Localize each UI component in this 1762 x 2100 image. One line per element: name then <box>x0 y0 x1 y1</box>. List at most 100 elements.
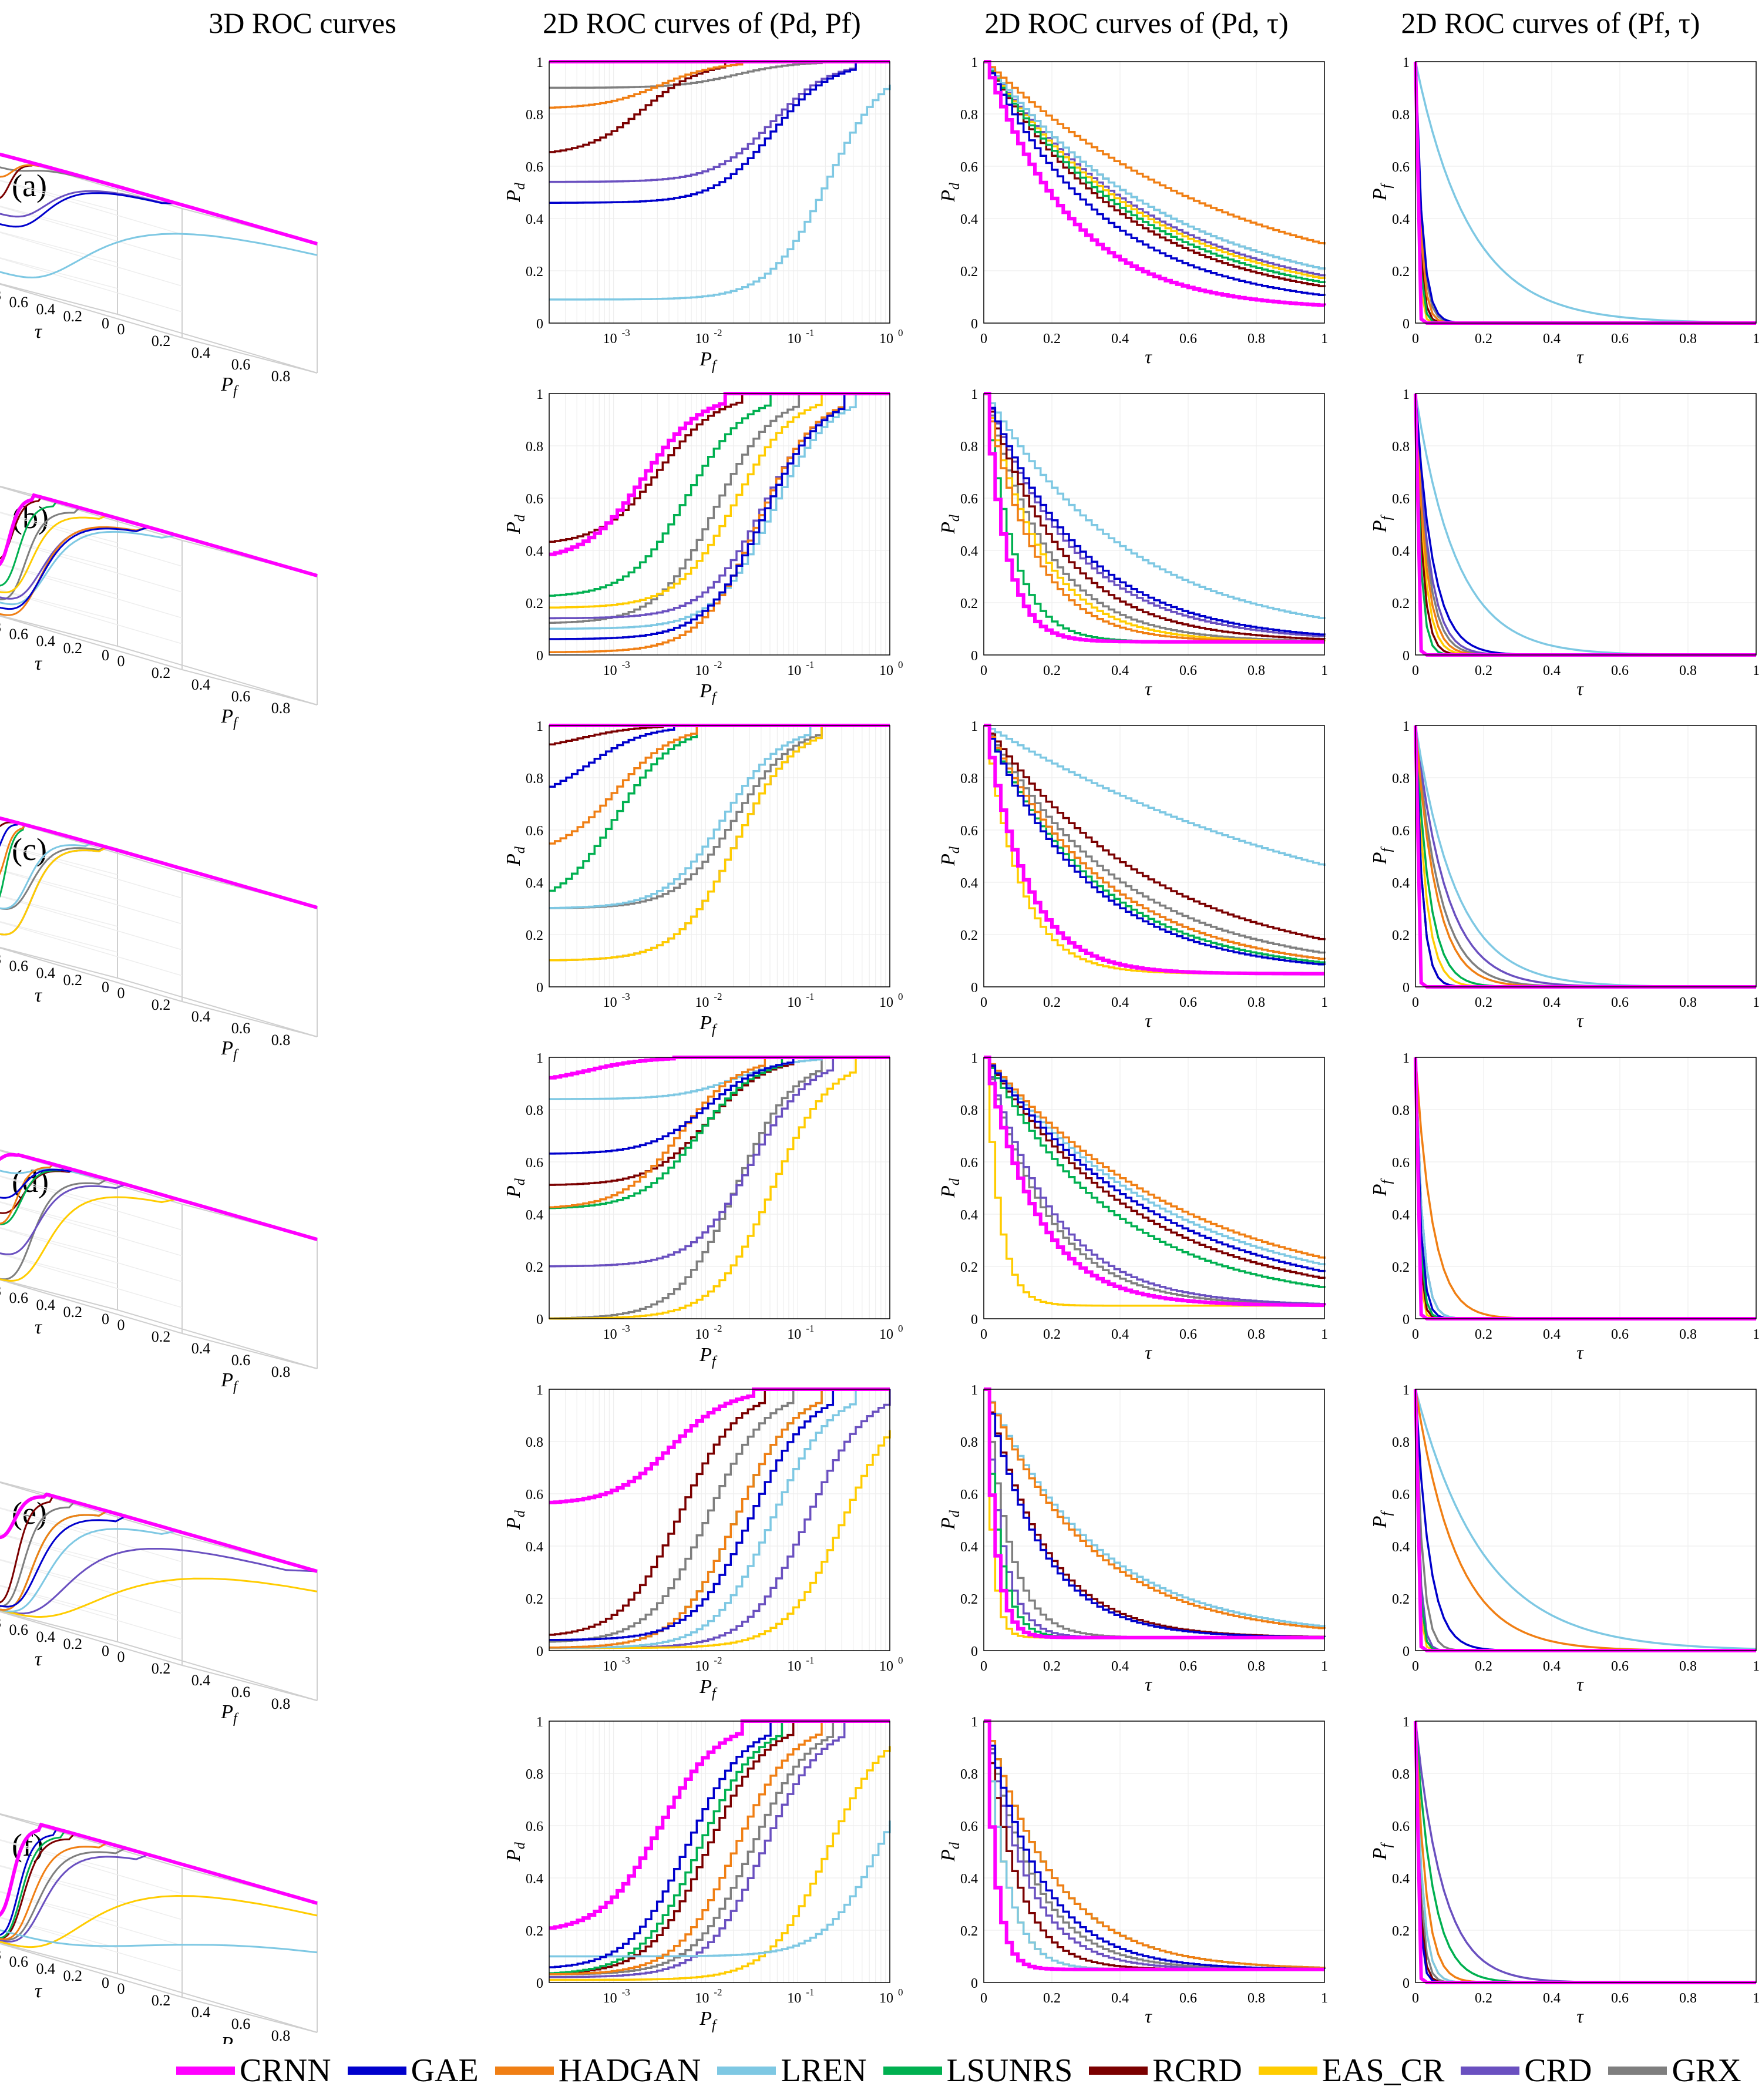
y-tick-label: 0.6 <box>960 492 978 507</box>
3d-curve-grx <box>0 166 318 245</box>
tau-tick-label: 0.8 <box>0 619 1 636</box>
legend-swatch <box>717 2067 776 2075</box>
y-tick-label: 0.8 <box>1392 107 1410 123</box>
legend-swatch <box>495 2067 554 2075</box>
plot-frame <box>1415 1389 1757 1651</box>
y-tick-label: 1 <box>1403 1715 1410 1730</box>
plot-frame <box>549 725 890 987</box>
x-tick-label: 0.4 <box>1543 1659 1561 1674</box>
pftau-curve-hadgan <box>1414 1057 1756 1320</box>
y-tick-label: 0.6 <box>960 1155 978 1171</box>
pf-axis-label: Pf <box>220 374 239 399</box>
x-axis-label: τ <box>1145 678 1152 699</box>
pftau-curve-hadgan <box>1414 393 1756 656</box>
3d-curve-crnn <box>0 493 318 577</box>
pf-tick-label: 0.6 <box>231 1684 251 1701</box>
legend-item: GAE <box>347 2052 479 2089</box>
x-tick-label: 0.2 <box>1043 1327 1061 1342</box>
pf-axis-label: Pf <box>220 1369 239 1395</box>
tau-tick-label: 0.6 <box>9 1953 29 1970</box>
plot-frame <box>549 1057 890 1319</box>
pftau-curve-eas_cr <box>1414 1057 1756 1320</box>
y-tick-label: 0.6 <box>1392 160 1410 175</box>
pdpf-curve-crd <box>549 1056 890 1268</box>
y-tick-label: 1 <box>971 1715 978 1730</box>
y-tick-label: 0.6 <box>1392 492 1410 507</box>
x-tick-label: 0.8 <box>1679 1327 1697 1342</box>
x-tick-label: 10 <box>787 1991 801 2006</box>
pd-pf-panel: 0 0.2 0.4 0.6 0.8 1 10 -3 10 -2 10 -1 10 0 Pd Pf <box>503 387 903 705</box>
x-tick-label: 0 <box>1412 663 1419 678</box>
y-tick-label: 0.8 <box>960 1435 978 1450</box>
pftau-curve-gae <box>1414 1057 1756 1320</box>
y-tick-label: 0.2 <box>960 1924 978 1939</box>
y-tick-label: 1 <box>971 387 978 402</box>
y-axis-label: Pd <box>503 514 528 535</box>
y-tick-label: 0.4 <box>526 876 543 891</box>
svg-text:Pd: Pd <box>503 182 528 203</box>
3d-roc-panel: 00.20.40.60.8110.80.60.40.2000.20.40.60.… <box>0 152 318 399</box>
pftau-curve-lren <box>1414 1057 1756 1320</box>
x-tick-label: 10 <box>603 995 617 1010</box>
y-tick-label: 0.4 <box>960 1208 978 1223</box>
y-axis-label: Pd <box>937 1842 963 1862</box>
y-tick-label: 0.6 <box>960 1819 978 1834</box>
x-tick-label: 0 <box>980 1659 987 1674</box>
pdpf-curve-eas_cr <box>549 1746 891 1981</box>
y-tick-label: 0.6 <box>526 492 543 507</box>
svg-text:Pf: Pf <box>1369 1842 1394 1860</box>
y-tick-label: 0 <box>536 1976 543 1991</box>
pf-tick-label: 0 <box>117 1980 125 1997</box>
pf-tick-label: 0.4 <box>191 2004 211 2021</box>
y-tick-label: 0.4 <box>960 1540 978 1555</box>
pf-tick-label: 0 <box>117 985 125 1002</box>
pftau-curve-rcrd <box>1414 725 1756 988</box>
legend-item: RCRD <box>1089 2052 1242 2089</box>
x-tick-label: 0 <box>1412 1327 1419 1342</box>
y-tick-label: 0.8 <box>526 1103 543 1118</box>
y-tick-label: 0.6 <box>960 824 978 839</box>
x-tick-label: 10 <box>603 663 617 678</box>
y-tick-label: 1 <box>971 719 978 734</box>
pdpf-curve-rcrd <box>549 1720 890 1975</box>
x-tick-exponent: 0 <box>898 659 903 670</box>
pdpf-curve-grx <box>549 1388 890 1643</box>
pdpf-curve-lren <box>549 1388 890 1649</box>
tau-tick-label: 0 <box>102 1311 109 1328</box>
pdtau-curve-lsunrs <box>984 61 1326 283</box>
pf-tick-label: 0.6 <box>231 2015 251 2032</box>
tau-tick-label: 0.6 <box>9 626 29 643</box>
svg-text:Pf: Pf <box>220 1701 239 1726</box>
x-tick-label: 0.8 <box>1679 995 1697 1010</box>
tau-tick-label: 0.8 <box>0 287 1 304</box>
legend-label: GAE <box>411 2052 479 2089</box>
tau-axis-label: τ <box>35 985 43 1006</box>
y-tick-label: 0.2 <box>960 1260 978 1275</box>
x-tick-exponent: -1 <box>806 1323 814 1334</box>
y-tick-label: 0.6 <box>526 1819 543 1834</box>
y-tick-label: 0.6 <box>526 160 543 175</box>
y-tick-label: 0 <box>1403 317 1410 332</box>
tau-tick-label: 0.4 <box>36 1628 56 1645</box>
y-tick-label: 1 <box>1403 1051 1410 1066</box>
pftau-curve-grx <box>1414 393 1756 656</box>
x-axis-label: τ <box>1576 1010 1584 1031</box>
3d-curve-crd <box>0 190 318 245</box>
x-tick-exponent: -1 <box>806 991 814 1002</box>
3d-curve-eas_cr <box>0 1894 318 1948</box>
3d-curve-crnn <box>0 152 318 246</box>
plot-frame <box>1415 61 1757 324</box>
x-tick-label: 1 <box>1321 331 1328 347</box>
pdtau-curve-hadgan <box>984 724 1326 960</box>
y-tick-label: 0.4 <box>960 544 978 559</box>
x-tick-exponent: -3 <box>622 991 630 1002</box>
x-axis-label: Pf <box>699 680 718 705</box>
pftau-curve-hadgan <box>1414 1389 1756 1652</box>
x-tick-label: 0.2 <box>1043 995 1061 1010</box>
legend-item: LREN <box>717 2052 867 2089</box>
x-axis-label: τ <box>1576 1674 1584 1695</box>
plot-frame <box>983 1721 1325 1983</box>
y-axis-label: Pf <box>1369 182 1394 201</box>
pftau-curve-lsunrs <box>1414 725 1756 988</box>
x-tick-label: 10 <box>603 1659 617 1674</box>
